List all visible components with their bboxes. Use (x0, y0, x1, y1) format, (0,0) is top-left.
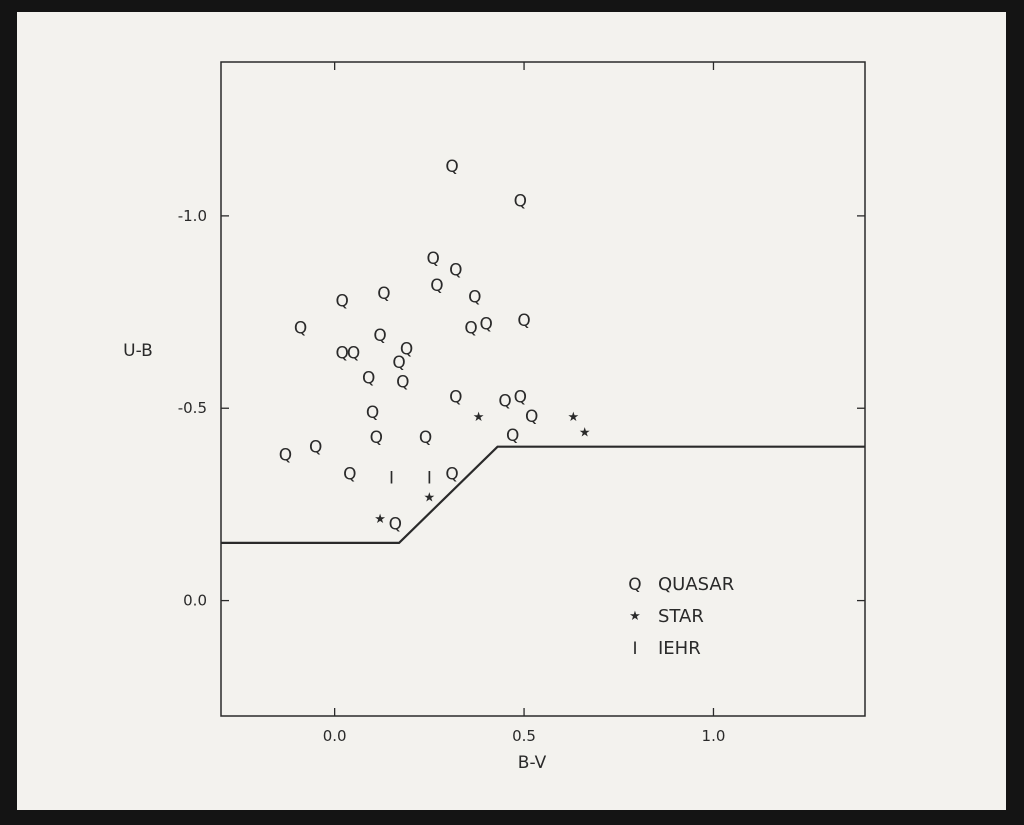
point-quasar: Q (343, 465, 356, 485)
point-quasar: Q (430, 276, 443, 296)
point-quasar: Q (400, 340, 413, 360)
point-star: ★ (424, 491, 436, 506)
x-tick-label: 0.5 (512, 727, 536, 745)
point-quasar: Q (389, 515, 402, 535)
plot-frame (220, 61, 866, 717)
legend-marker: ★ (629, 609, 641, 624)
point-quasar: Q (514, 191, 527, 211)
point-quasar: Q (373, 326, 386, 346)
slide-paper (17, 12, 1006, 810)
y-axis-label: U-B (123, 341, 153, 361)
point-star: ★ (579, 425, 591, 440)
point-quasar: Q (419, 428, 432, 448)
point-quasar: Q (336, 292, 349, 312)
point-quasar: Q (464, 318, 477, 338)
y-tick-label: -1.0 (178, 207, 207, 225)
point-quasar: Q (445, 465, 458, 485)
point-quasar: Q (294, 318, 307, 338)
point-quasar: Q (336, 343, 349, 363)
point-iehr: I (389, 468, 394, 488)
legend-label: STAR (658, 606, 704, 627)
point-iehr: I (427, 468, 432, 488)
point-quasar: Q (449, 261, 462, 281)
point-quasar: Q (366, 403, 379, 423)
point-quasar: Q (426, 249, 439, 269)
legend-marker: I (632, 639, 637, 659)
point-quasar: Q (392, 353, 405, 373)
x-axis-label: B-V (518, 753, 547, 773)
point-quasar: Q (309, 438, 322, 458)
point-quasar: Q (449, 388, 462, 408)
legend-marker: Q (628, 575, 641, 595)
legend: Q QUASAR ★ STAR I IEHR (628, 574, 734, 659)
point-quasar: Q (396, 372, 409, 392)
point-quasar: Q (377, 284, 390, 304)
point-star: ★ (567, 410, 579, 425)
point-quasar: Q (498, 392, 511, 412)
point-quasar: Q (468, 288, 481, 308)
point-quasar: Q (279, 445, 292, 465)
point-quasar: Q (514, 388, 527, 408)
point-quasar: Q (370, 428, 383, 448)
point-quasar: Q (517, 311, 530, 331)
boundary-line (221, 445, 865, 544)
y-tick-label: 0.0 (183, 592, 207, 610)
point-quasar: Q (445, 157, 458, 177)
point-quasar: Q (506, 426, 519, 446)
point-star: ★ (473, 410, 485, 425)
legend-label: IEHR (658, 638, 701, 659)
y-tick-label: -0.5 (178, 399, 207, 417)
x-tick-label: 0.0 (323, 727, 347, 745)
point-quasar: Q (479, 315, 492, 335)
legend-label: QUASAR (658, 574, 734, 595)
x-tick-label: 1.0 (702, 727, 726, 745)
point-star: ★ (374, 512, 386, 527)
point-quasar: Q (525, 407, 538, 427)
point-quasar: Q (347, 343, 360, 363)
point-quasar: Q (362, 368, 375, 388)
